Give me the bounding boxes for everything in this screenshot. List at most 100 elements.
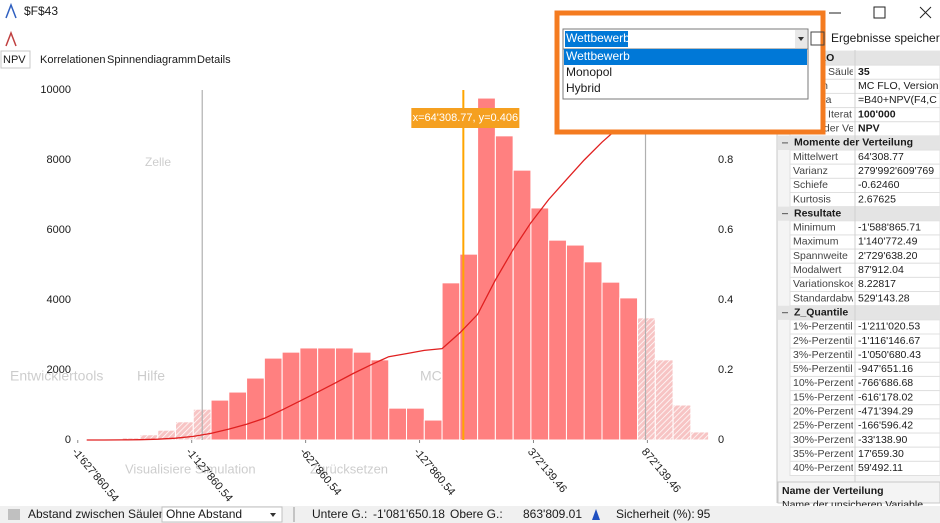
section-header-bg bbox=[778, 135, 940, 151]
histogram-bar bbox=[334, 347, 354, 441]
maximize-button[interactable] bbox=[873, 6, 886, 19]
histogram-bar bbox=[494, 135, 514, 441]
property-value: -1'050'680.43 bbox=[858, 349, 921, 361]
property-value: =B40+NPV(F4,C bbox=[858, 94, 937, 106]
property-label: Mittelwert bbox=[793, 151, 838, 163]
property-value: 100'000 bbox=[858, 108, 896, 120]
tab[interactable]: Details bbox=[197, 54, 231, 66]
description-title: Name der Verteilung bbox=[782, 485, 884, 497]
upper-value: 863'809.01 bbox=[523, 507, 582, 521]
selected-highlight bbox=[565, 31, 628, 47]
option-highlight bbox=[564, 49, 807, 65]
y2-tick-label: 0.2 bbox=[718, 364, 733, 376]
property-value: -766'686.68 bbox=[858, 377, 913, 389]
property-label: Kurtosis bbox=[793, 193, 831, 205]
histogram-bar bbox=[690, 431, 710, 441]
y-tick-label: 6000 bbox=[47, 224, 71, 236]
histogram-bar bbox=[441, 282, 461, 441]
histogram-bar bbox=[637, 317, 656, 441]
highlight-frame bbox=[554, 10, 826, 135]
histogram-bar bbox=[370, 359, 390, 441]
property-value: 87'912.04 bbox=[858, 264, 904, 276]
window-title: $F$43 bbox=[24, 4, 58, 18]
spacing-value: Ohne Abstand bbox=[166, 507, 242, 521]
description-box bbox=[777, 481, 940, 504]
histogram-bar bbox=[352, 351, 372, 441]
dropdown-option[interactable]: Wettbewerb bbox=[566, 49, 630, 63]
tab-bar: NPV Korrelationen Spinnendiagramm Details bbox=[0, 50, 231, 69]
tab[interactable]: NPV bbox=[3, 54, 26, 66]
histogram-bar bbox=[601, 281, 621, 441]
section-title: Resultate bbox=[794, 207, 841, 219]
y2-tick-label: 0.8 bbox=[718, 154, 733, 166]
spacing-select[interactable] bbox=[161, 506, 283, 523]
property-label: Maximum bbox=[793, 236, 839, 248]
cdf-line bbox=[86, 89, 709, 441]
property-label: 3%-Perzentil bbox=[793, 349, 853, 361]
property-value: 59'492.11 bbox=[858, 462, 903, 474]
dropdown-option[interactable]: Hybrid bbox=[566, 81, 601, 95]
bottom-bar: Abstand zwischen Säulen:Ohne Abstand Unte… bbox=[0, 506, 940, 523]
property-value: 1'140'772.49 bbox=[858, 236, 918, 248]
histogram-bar bbox=[210, 399, 230, 441]
property-value: -33'138.90 bbox=[858, 434, 907, 446]
title-bar: $F$43 bbox=[5, 2, 932, 19]
ghost-text: Zelle bbox=[145, 155, 171, 169]
tooltip-text: x=64'308.77, y=0.406 bbox=[413, 112, 518, 124]
tab[interactable]: Korrelationen bbox=[40, 54, 105, 66]
property-value: -471'394.29 bbox=[858, 406, 913, 418]
property-value: 35 bbox=[858, 66, 870, 78]
y-tick-label: 0 bbox=[65, 434, 71, 446]
y-tick-label: 2000 bbox=[47, 364, 71, 376]
histogram-bar bbox=[619, 297, 639, 441]
ghost-text: Entwicklertools bbox=[10, 368, 103, 384]
y-tick-label: 10000 bbox=[40, 84, 71, 96]
histogram-bar bbox=[228, 391, 248, 441]
save-button[interactable]: Ergebnisse speichern bbox=[831, 31, 940, 45]
section-title: Z_Quantile bbox=[794, 306, 848, 318]
histogram-bar bbox=[281, 351, 301, 441]
property-label: Modalwert bbox=[793, 264, 842, 276]
lower-value: -1'081'650.18 bbox=[373, 507, 445, 521]
histogram-bar bbox=[477, 97, 496, 441]
property-value: -616'178.02 bbox=[858, 391, 913, 403]
property-value: MC FLO, Version bbox=[858, 80, 939, 92]
ghost-text: Zurücksetzen bbox=[310, 461, 388, 476]
property-label: 1%-Perzentil bbox=[793, 321, 853, 333]
property-value: 8.22817 bbox=[858, 278, 896, 290]
property-value: -166'596.42 bbox=[858, 420, 913, 432]
y2-tick-label: 0 bbox=[718, 434, 724, 446]
row-bg bbox=[789, 291, 940, 307]
histogram-bar bbox=[548, 239, 567, 441]
histogram-bar bbox=[512, 169, 532, 441]
dropdown-option[interactable]: Monopol bbox=[566, 65, 612, 79]
property-value: -0.62460 bbox=[858, 179, 900, 191]
upper-label: Obere G.: bbox=[450, 507, 503, 521]
property-label: 15%-Perzent bbox=[793, 391, 854, 403]
histogram-bar bbox=[406, 407, 425, 441]
property-label: Minimum bbox=[793, 222, 836, 234]
histogram-bar bbox=[246, 377, 265, 441]
confidence-icon bbox=[592, 509, 600, 520]
property-value: NPV bbox=[858, 123, 880, 135]
confidence-label: Sicherheit (%): bbox=[616, 507, 695, 521]
property-label: 25%-Perzent bbox=[793, 420, 854, 432]
property-value: -947'651.16 bbox=[858, 363, 913, 375]
histogram-bar bbox=[565, 244, 585, 441]
save-icon[interactable] bbox=[810, 31, 825, 46]
histogram-bar bbox=[317, 347, 336, 441]
histogram-bar bbox=[263, 357, 283, 441]
property-value: -1'588'865.71 bbox=[858, 222, 921, 234]
property-value: 2'729'638.20 bbox=[858, 250, 918, 262]
property-label: 10%-Perzent bbox=[793, 377, 854, 389]
property-value: -1'116'146.67 bbox=[858, 335, 920, 347]
y-tick-label: 8000 bbox=[47, 154, 71, 166]
app-icon bbox=[5, 2, 17, 19]
spacing-icon bbox=[8, 509, 20, 520]
tab[interactable]: Spinnendiagramm bbox=[107, 54, 196, 66]
y2-tick-label: 0.4 bbox=[718, 294, 733, 306]
close-button[interactable] bbox=[919, 6, 932, 19]
chart-icon bbox=[5, 30, 17, 47]
